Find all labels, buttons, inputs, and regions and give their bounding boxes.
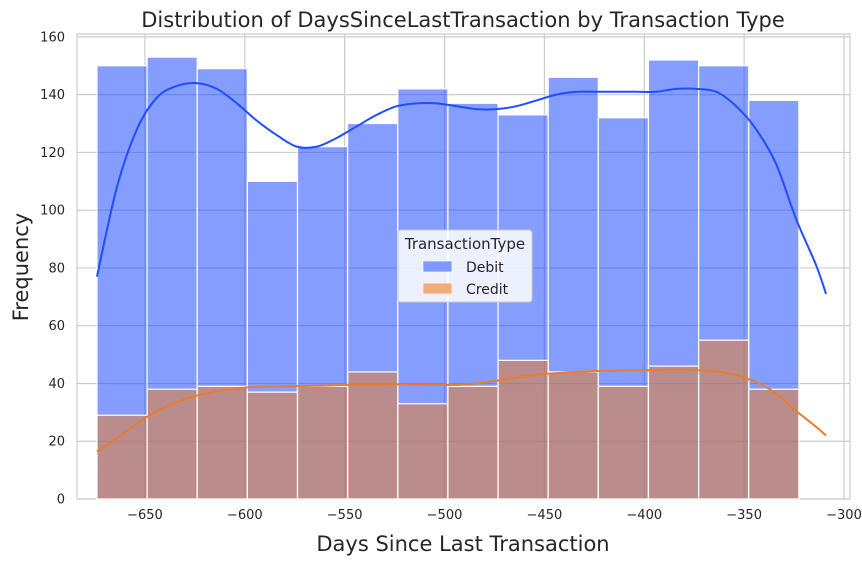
bar-credit-1 [146, 388, 198, 500]
y-tick-label: 40 [48, 377, 65, 392]
x-tick-label: −300 [826, 508, 862, 523]
y-tick-label: 120 [40, 146, 65, 161]
legend-swatch-credit [422, 282, 453, 295]
x-tick-label: −450 [527, 508, 563, 523]
chart-title: Distribution of DaysSinceLastTransaction… [141, 8, 784, 32]
bar-credit-11 [647, 365, 700, 500]
x-axis-title: Days Since Last Transaction [316, 532, 609, 556]
histogram-bars [96, 56, 800, 500]
kde-line-debit [95, 81, 827, 295]
x-tick-label: −600 [227, 508, 263, 523]
bar-credit-6 [397, 403, 449, 500]
y-tick-label: 160 [40, 30, 65, 45]
bar-credit-8 [497, 359, 549, 500]
x-tick-label: −400 [626, 508, 662, 523]
legend-label-debit: Debit [466, 260, 504, 276]
y-axis-title: Frequency [9, 213, 33, 322]
x-tick-label: −650 [127, 508, 163, 523]
x-tick-label: −550 [327, 508, 363, 523]
bar-credit-2 [196, 385, 248, 500]
x-axis-ticks: −650 −600 −550 −500 −450 −400 −350 −300 [127, 508, 862, 523]
bar-credit-12 [697, 339, 750, 500]
legend-title: TransactionType [404, 235, 525, 253]
bar-credit-0 [96, 414, 148, 500]
bar-credit-5 [347, 371, 399, 500]
x-tick-label: −500 [427, 508, 463, 523]
y-tick-label: 0 [57, 493, 65, 508]
legend: TransactionType Debit Credit [397, 229, 533, 303]
kde-curves [95, 81, 827, 453]
y-tick-label: 80 [48, 261, 65, 276]
bar-credit-4 [296, 385, 349, 500]
bar-credit-9 [547, 371, 599, 500]
legend-swatch-debit [422, 260, 453, 273]
bar-credit-3 [246, 391, 299, 500]
bar-credit-13 [748, 388, 800, 500]
x-tick-label: −350 [726, 508, 762, 523]
legend-label-credit: Credit [466, 282, 509, 298]
y-tick-label: 140 [40, 88, 65, 103]
kde-line-credit [96, 368, 827, 453]
bar-credit-10 [597, 385, 650, 500]
y-tick-label: 60 [48, 319, 65, 334]
y-tick-label: 20 [48, 435, 65, 450]
y-tick-label: 100 [40, 204, 65, 219]
y-axis-ticks: 0 20 40 60 80 100 120 140 160 [40, 30, 65, 507]
bar-credit-7 [447, 385, 499, 500]
